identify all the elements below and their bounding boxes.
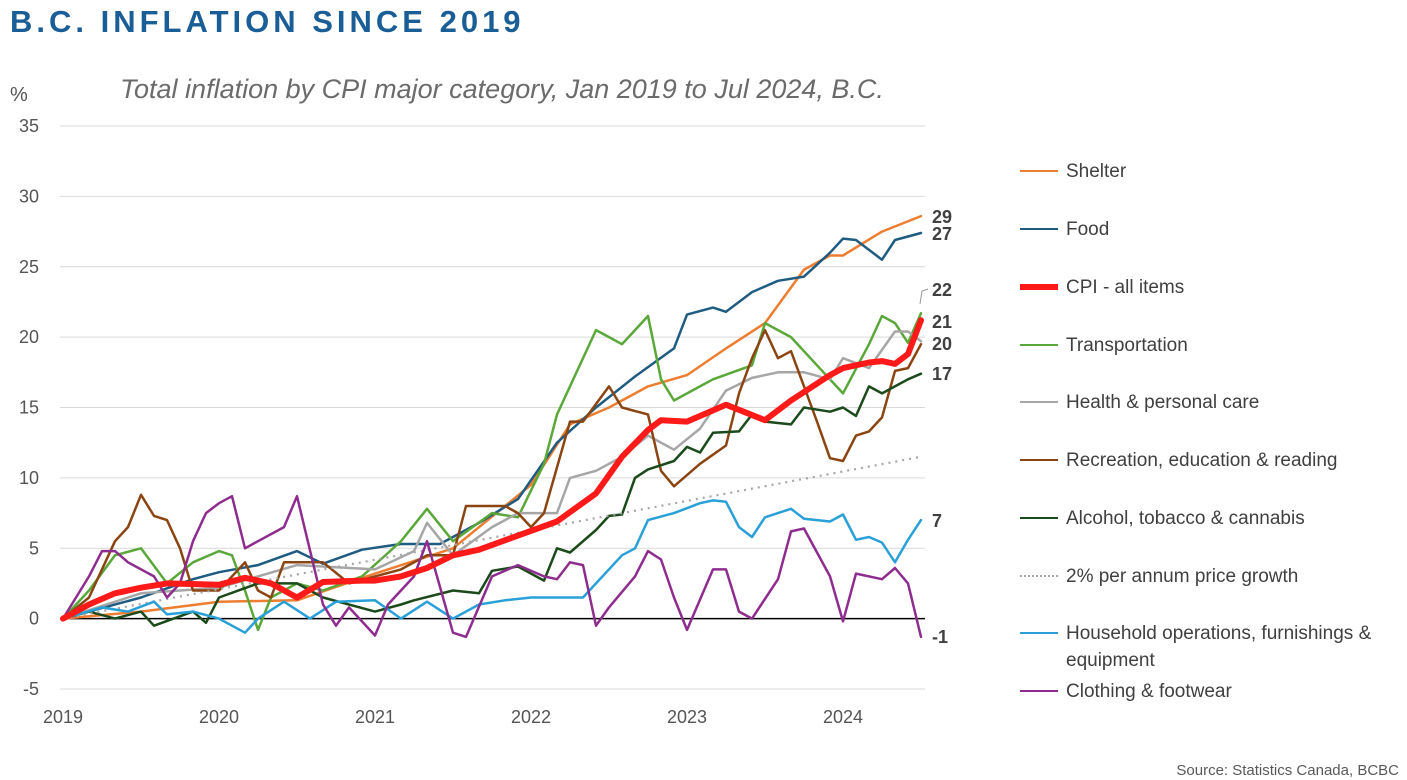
x-tick-label: 2019 <box>43 707 83 727</box>
end-label: 20 <box>932 334 952 354</box>
end-label: 21 <box>932 312 952 332</box>
legend-label: Health & personal care <box>1066 392 1260 413</box>
y-tick-label: 20 <box>19 327 39 347</box>
end-label: 17 <box>932 364 952 384</box>
x-tick-label: 2021 <box>355 707 395 727</box>
legend: Shelter Food CPI - all items Transportation… <box>1020 0 1400 780</box>
end-label: 22 <box>932 280 952 300</box>
y-tick-label: 25 <box>19 257 39 277</box>
series-line-transportation <box>61 311 923 632</box>
y-tick-label: 30 <box>19 186 39 206</box>
series-line-food <box>61 231 923 620</box>
legend-swatch <box>1020 516 1058 519</box>
legend-label: CPI - all items <box>1066 277 1185 298</box>
series-line-2-per-annum-price-growth <box>62 455 922 620</box>
gridlines <box>60 125 925 690</box>
legend-swatch <box>1020 689 1058 692</box>
legend-swatch <box>1020 227 1058 230</box>
y-tick-label: 15 <box>19 398 39 418</box>
end-label: -1 <box>932 627 948 647</box>
series-line-clothing-footwear <box>61 494 923 639</box>
legend-swatch <box>1020 343 1058 346</box>
y-axis-unit-label: % <box>10 84 28 106</box>
series-line-household-operations-furnishings-equipment <box>61 499 923 634</box>
y-tick-label: 35 <box>19 116 39 136</box>
end-label: 29 <box>932 207 952 227</box>
legend-label: Shelter <box>1066 161 1127 182</box>
legend-swatch <box>1020 458 1058 461</box>
page-title: B.C. INFLATION SINCE 2019 <box>10 4 525 39</box>
y-tick-label: -5 <box>23 679 39 699</box>
y-tick-label: 10 <box>19 468 39 488</box>
legend-label: Alcohol, tobacco & cannabis <box>1066 508 1305 529</box>
legend-label: Recreation, education & reading <box>1066 450 1338 471</box>
legend-label: Clothing & footwear <box>1066 681 1232 702</box>
series-line-shelter <box>61 214 923 620</box>
y-tick-label: 0 <box>29 609 39 629</box>
end-label: 27 <box>932 224 952 244</box>
chart-subtitle: Total inflation by CPI major category, J… <box>120 74 884 104</box>
legend-label: Household operations, furnishings & equi… <box>1066 623 1372 671</box>
legend-swatch <box>1020 631 1058 634</box>
legend-swatch <box>1020 284 1058 290</box>
x-tick-label: 2024 <box>823 707 863 727</box>
series-line-alcohol-tobacco-cannabis <box>61 372 923 627</box>
legend-swatch <box>1020 400 1058 403</box>
legend-label: Food <box>1066 219 1110 240</box>
end-label: 7 <box>932 511 942 531</box>
x-tick-label: 2022 <box>511 707 551 727</box>
legend-swatch <box>1020 169 1058 172</box>
legend-label: Transportation <box>1066 335 1188 356</box>
legend-swatch <box>1020 574 1058 577</box>
y-tick-label: 5 <box>29 538 39 558</box>
x-tick-label: 2020 <box>199 707 239 727</box>
series-lines <box>60 214 924 639</box>
x-tick-label: 2023 <box>667 707 707 727</box>
series-line-cpi-all-items <box>60 317 924 622</box>
end-label-connector <box>919 288 929 305</box>
source-note: Source: Statistics Canada, BCBC <box>1176 762 1399 779</box>
legend-label: 2% per annum price growth <box>1066 566 1299 587</box>
